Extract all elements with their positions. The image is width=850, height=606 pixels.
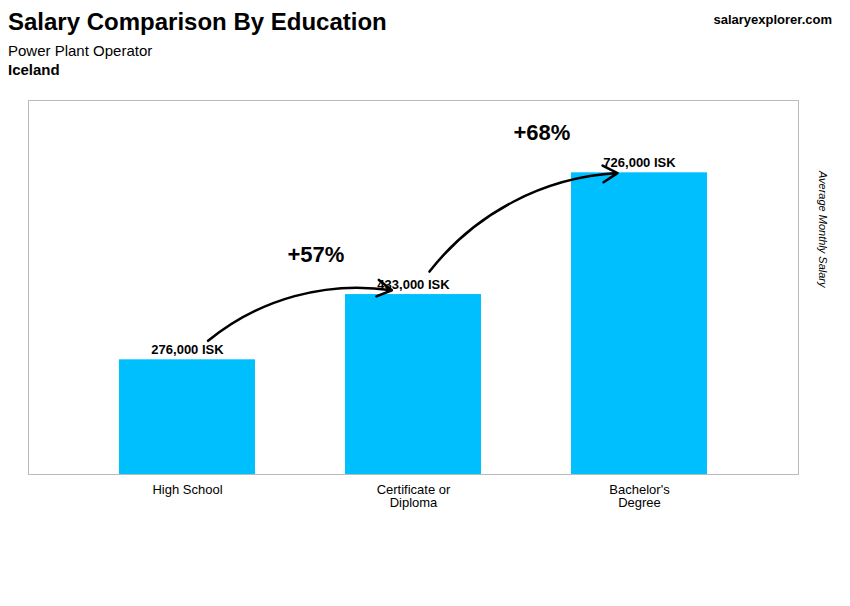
svg-text:726,000 ISK: 726,000 ISK — [603, 155, 676, 170]
svg-text:276,000 ISK: 276,000 ISK — [151, 342, 224, 357]
html-text:Iceland: Iceland — [8, 61, 60, 78]
html-text:Power Plant Operator: Power Plant Operator — [8, 42, 153, 59]
svg-text:433,000 ISK: 433,000 ISK — [377, 276, 450, 292]
svg-text:Certificate orDiploma: Certificate orDiploma — [377, 482, 451, 510]
svg-text:+57%: +57% — [287, 242, 344, 267]
svg-text:+68%: +68% — [513, 120, 570, 145]
svg-text:Bachelor'sDegree: Bachelor'sDegree — [609, 482, 670, 510]
svg-text:Average Monthly Salary: Average Monthly Salary — [817, 170, 829, 289]
svg-text:High School: High School — [152, 482, 222, 497]
html-text:salaryexplorer.com: salaryexplorer.com — [713, 12, 832, 27]
html-text:Salary Comparison By Education: Salary Comparison By Education — [8, 8, 387, 35]
